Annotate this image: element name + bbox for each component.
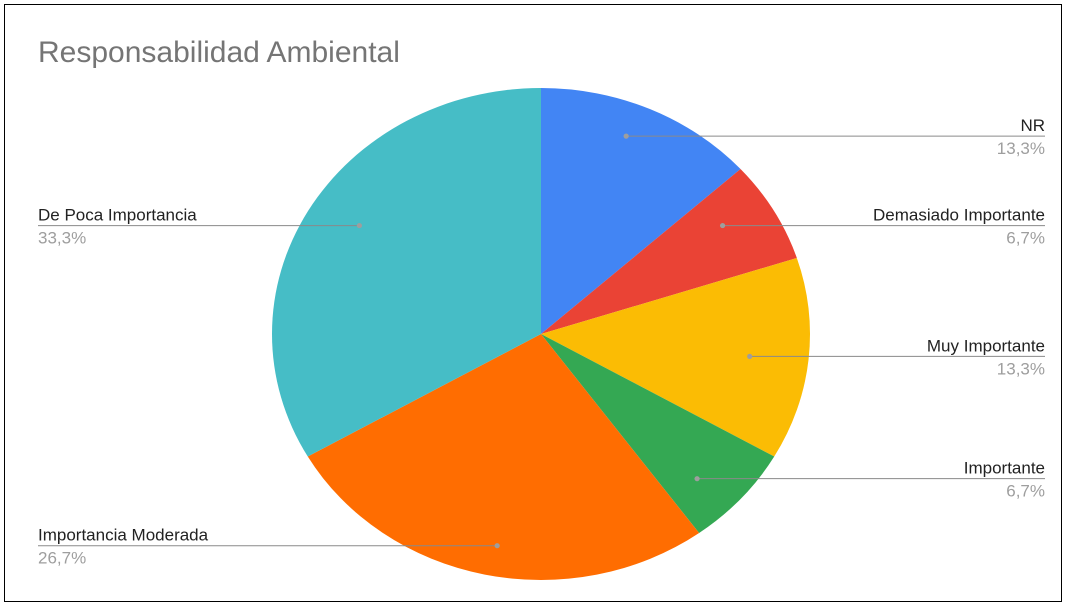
pie-slice-nr[interactable] [541,88,741,334]
slice-percent: 6,7% [1006,482,1045,501]
callout-dot [694,476,700,482]
slice-label: Muy Importante [927,336,1045,355]
callout-importancia-moderada: Importancia Moderada 26,7% [38,526,500,568]
slice-percent: 6,7% [1006,229,1045,248]
pie-slice-muy-importante[interactable] [541,257,810,457]
chart-title: Responsabilidad Ambiental [38,36,400,69]
callout-demasiado-importante: Demasiado Importante 6,7% [719,206,1045,248]
callout-dot [719,222,726,229]
callout-de-poca-importancia: De Poca Importancia 33,3% [38,206,363,248]
callout-muy-importante: Muy Importante 13,3% [747,336,1045,378]
pie-slices [272,88,810,580]
callout-nr: NR 13,3% [623,116,1045,158]
pie-callouts: NR 13,3% Demasiado Importante 6,7% Muy Impor… [38,116,1045,568]
callout-importante: Importante 6,7% [694,459,1045,501]
slice-percent: 13,3% [997,359,1045,378]
slice-percent: 33,3% [38,229,86,248]
pie-slice-demasiado-importante[interactable] [541,169,797,334]
slice-percent: 26,7% [38,549,86,568]
callout-dot [623,133,629,139]
pie-slice-de-poca-importancia[interactable] [272,88,542,457]
callout-dot [356,222,363,229]
callout-dot [747,353,753,360]
slice-label: NR [1020,116,1045,135]
slice-percent: 13,3% [997,139,1045,158]
slice-label: Demasiado Importante [873,206,1045,225]
callout-dot [494,543,500,549]
pie-slice-importante[interactable] [541,334,775,534]
pie-slice-importancia-moderada[interactable] [307,334,700,580]
slice-label: Importante [964,459,1045,478]
slice-label: De Poca Importancia [38,206,197,225]
slice-label: Importancia Moderada [38,526,209,545]
